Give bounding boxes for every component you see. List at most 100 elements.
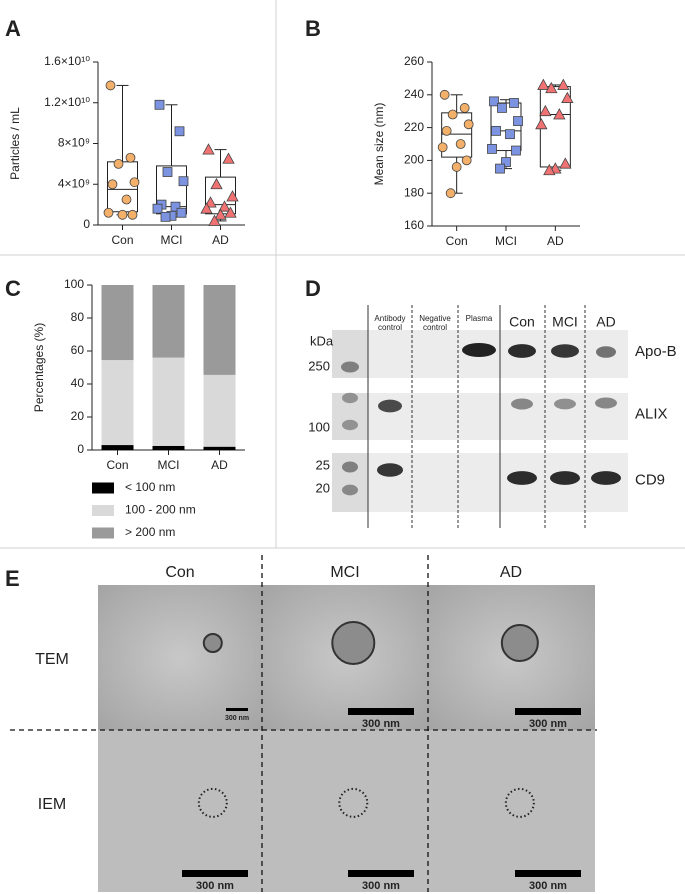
- blot-band: [551, 344, 579, 358]
- bar-segment: [152, 445, 185, 450]
- data-point: [218, 200, 231, 212]
- scale-bar-label: 300 nm: [362, 880, 400, 892]
- data-point: [174, 126, 185, 137]
- lane-label: AD: [596, 314, 615, 330]
- row-label: IEM: [38, 796, 66, 813]
- legend-label: > 200 nm: [125, 525, 175, 539]
- data-point: [451, 162, 462, 172]
- data-point: [455, 139, 466, 149]
- y-axis-label: Percentages (%): [32, 323, 46, 412]
- y-tick-label: 8×10⁹: [58, 136, 90, 150]
- vesicle: [202, 633, 223, 653]
- data-point: [152, 203, 163, 214]
- bar-segment: [203, 285, 236, 375]
- data-point: [113, 158, 124, 169]
- bar-segment: [101, 360, 134, 446]
- data-point: [117, 209, 128, 220]
- row-label: TEM: [35, 651, 69, 668]
- blot-band: [378, 399, 402, 413]
- y-tick-label: 240: [404, 87, 424, 101]
- vesicle-gold: [504, 787, 535, 818]
- column-label: AD: [500, 564, 522, 581]
- mw-marker: 250: [308, 358, 330, 373]
- data-point: [495, 163, 505, 174]
- y-tick-label: 1.6×10¹⁰: [44, 54, 90, 68]
- panel-letter: B: [305, 16, 321, 41]
- data-point: [557, 78, 570, 90]
- x-tick-label: Con: [106, 458, 128, 472]
- y-tick-label: 60: [71, 343, 85, 357]
- bar-segment: [101, 285, 134, 361]
- data-point: [121, 194, 132, 205]
- scale-bar: [348, 708, 414, 715]
- blot-strip: [332, 393, 628, 440]
- data-point: [559, 157, 572, 169]
- protein-label: CD9: [635, 471, 665, 488]
- x-tick-label: Con: [111, 233, 133, 247]
- micrograph: [98, 585, 262, 730]
- protein-label: ALIX: [635, 405, 668, 422]
- kda-label: kDa: [310, 333, 334, 348]
- x-tick-label: MCI: [158, 458, 180, 472]
- blot-band: [596, 346, 616, 358]
- y-tick-label: 40: [71, 376, 85, 390]
- data-point: [127, 209, 138, 220]
- scale-bar-label: 300 nm: [529, 718, 567, 730]
- x-tick-label: AD: [212, 233, 229, 247]
- x-tick-label: Con: [446, 234, 468, 248]
- data-point: [539, 104, 552, 117]
- x-tick-label: MCI: [495, 234, 517, 248]
- data-point: [129, 177, 140, 188]
- blot-band: [595, 397, 617, 409]
- y-tick-label: 260: [404, 54, 424, 68]
- y-tick-label: 160: [404, 218, 424, 232]
- data-point: [461, 155, 472, 166]
- x-tick-label: AD: [547, 234, 564, 248]
- data-point: [505, 129, 515, 140]
- protein-label: Apo-B: [635, 343, 677, 360]
- x-tick-label: MCI: [161, 233, 183, 247]
- data-point: [511, 145, 521, 156]
- vesicle: [500, 624, 539, 662]
- data-point: [210, 177, 223, 190]
- blot-band: [342, 484, 358, 496]
- y-tick-label: 80: [71, 310, 85, 324]
- mw-marker: 20: [316, 480, 330, 495]
- data-point: [125, 152, 136, 163]
- bar-segment: [152, 357, 185, 446]
- data-point: [224, 206, 237, 218]
- panel-letter: C: [5, 276, 21, 301]
- data-point: [491, 125, 501, 136]
- y-tick-label: 4×10⁹: [58, 176, 90, 190]
- data-point: [509, 98, 519, 108]
- column-label: MCI: [330, 564, 359, 581]
- data-point: [200, 202, 213, 214]
- ladder-lane: [332, 393, 368, 440]
- data-point: [214, 208, 227, 220]
- data-point: [487, 144, 497, 154]
- data-point: [439, 89, 450, 100]
- data-point: [545, 81, 558, 94]
- bar-segment: [203, 446, 236, 450]
- data-point: [513, 116, 523, 126]
- data-point: [553, 108, 566, 120]
- lane-label: MCI: [552, 314, 578, 330]
- mw-marker: 25: [316, 457, 330, 472]
- micrograph: [428, 730, 595, 892]
- vesicle-gold: [197, 787, 228, 818]
- y-tick-label: 220: [404, 120, 424, 134]
- data-point: [103, 207, 114, 218]
- scale-bar-label: 300 nm: [196, 880, 234, 892]
- y-tick-label: 0: [77, 442, 84, 456]
- data-point: [176, 207, 187, 218]
- blot-band: [342, 461, 358, 473]
- data-point: [208, 214, 221, 226]
- data-point: [204, 196, 217, 208]
- legend-swatch: [92, 482, 114, 494]
- panel-letter: D: [305, 276, 321, 301]
- scale-bar: [515, 708, 581, 715]
- bar-segment: [152, 285, 185, 358]
- blot-band: [341, 361, 359, 373]
